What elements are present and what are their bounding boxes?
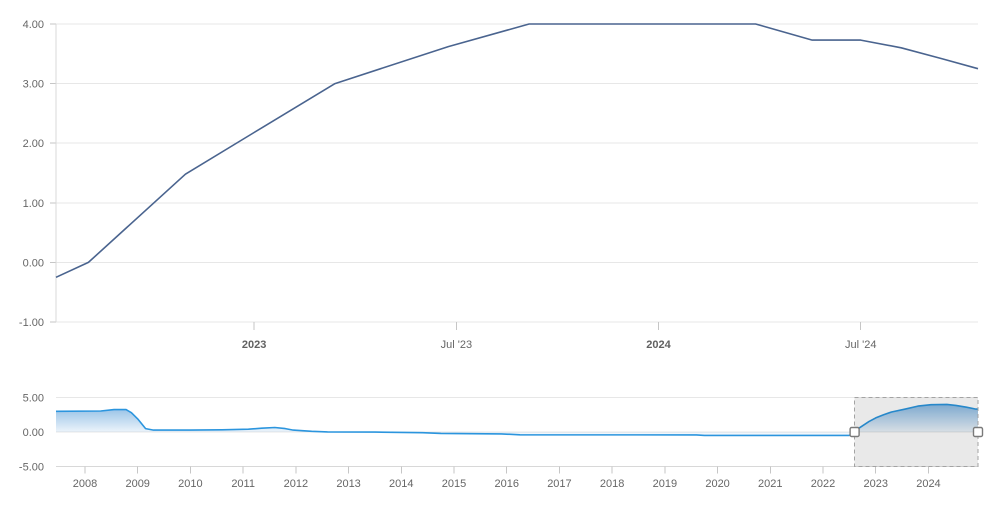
main-y-axis-label: 4.00: [23, 19, 44, 31]
main-series-line: [55, 23, 979, 279]
nav-y-axis-label: -5.00: [19, 462, 44, 474]
nav-x-axis-label: 2015: [442, 478, 466, 490]
nav-x-axis-label: 2016: [494, 478, 518, 490]
nav-x-axis-label: 2010: [178, 478, 202, 490]
nav-x-axis-label: 2023: [863, 478, 887, 490]
main-y-axis-label: -1.00: [19, 317, 44, 329]
navigator-selected-range[interactable]: [854, 397, 978, 467]
main-x-axis-label: Jul '24: [845, 339, 876, 351]
nav-x-axis-label: 2009: [125, 478, 149, 490]
main-y-axis-label: 3.00: [23, 79, 44, 91]
nav-x-axis-label: 2011: [231, 478, 255, 490]
nav-x-axis-label: 2014: [389, 478, 413, 490]
nav-x-axis-label: 2018: [600, 478, 624, 490]
nav-x-axis-label: 2019: [653, 478, 677, 490]
main-x-axis-label: 2024: [646, 339, 671, 351]
nav-x-axis-label: 2020: [705, 478, 729, 490]
nav-x-axis-label: 2012: [284, 478, 308, 490]
nav-x-axis-label: 2017: [547, 478, 571, 490]
main-x-axis-label: 2023: [242, 339, 266, 351]
navigator-handle-left[interactable]: [849, 426, 860, 438]
nav-y-axis-label: 0.00: [23, 427, 44, 439]
nav-x-axis-label: 2008: [73, 478, 97, 490]
main-y-axis-label: 1.00: [23, 198, 44, 210]
main-y-axis-label: 0.00: [23, 257, 44, 269]
main-x-axis-label: Jul '23: [441, 339, 472, 351]
navigator-line: [55, 403, 979, 437]
nav-x-axis-label: 2024: [916, 478, 940, 490]
main-y-axis-label: 2.00: [23, 138, 44, 150]
nav-x-axis-label: 2013: [336, 478, 360, 490]
nav-x-axis-label: 2022: [811, 478, 835, 490]
nav-x-axis-label: 2021: [758, 478, 782, 490]
nav-y-axis-label: 5.00: [23, 393, 44, 405]
navigator-handle-right[interactable]: [972, 426, 984, 438]
